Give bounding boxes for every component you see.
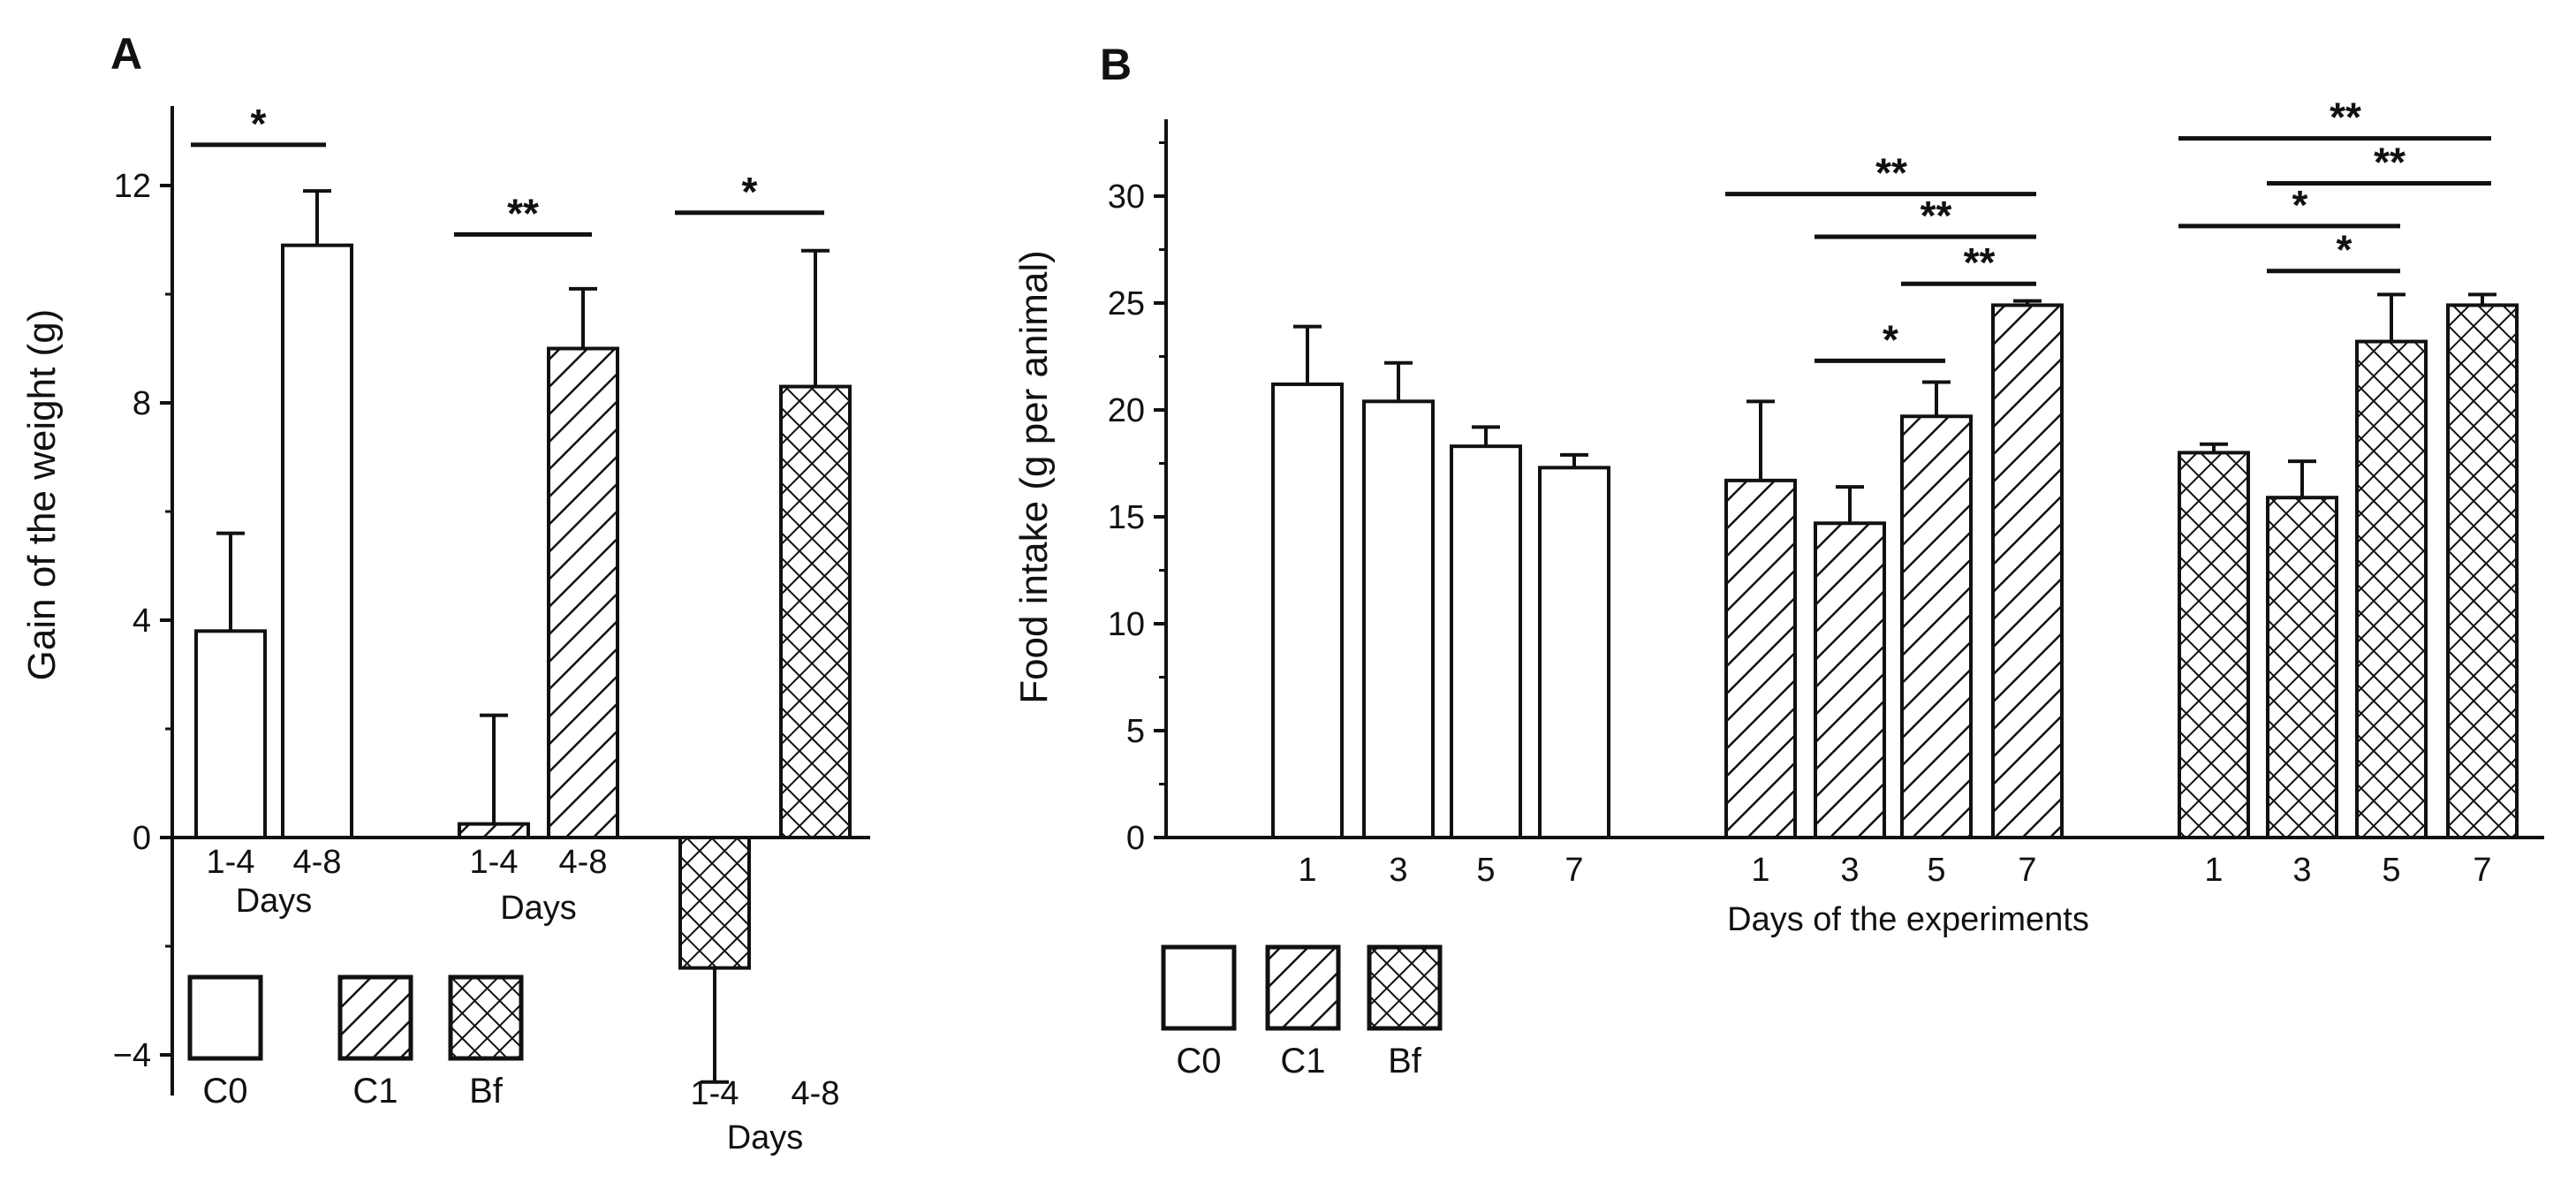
y-tick-label-a: 12	[114, 168, 151, 205]
bar-bf-day-3	[2266, 496, 2338, 839]
y-tick-label-b: 30	[1108, 178, 1145, 216]
bar-c1-1-4	[458, 822, 530, 839]
bar-bf-day-5	[2355, 339, 2428, 839]
x-tick-label-a: 1-4	[207, 844, 255, 881]
y-tick-label-b: 5	[1126, 713, 1145, 750]
bar-bf-4-8	[779, 384, 852, 839]
significance-marker: **	[1875, 150, 1907, 196]
bar-c1-day-7	[1991, 303, 2064, 840]
x-tick-label-b: 5	[1927, 852, 1945, 889]
y-axis-title-b: Food intake (g per animal)	[1012, 250, 1056, 704]
x-tick-label-a: 4-8	[293, 844, 342, 881]
y-tick-label-b: 25	[1108, 285, 1145, 322]
significance-marker: *	[1883, 316, 1898, 362]
x-tick-label-b: 1	[1298, 852, 1316, 889]
x-tick-label-b: 7	[2018, 852, 2036, 889]
legend-swatch-c1	[1265, 944, 1341, 1031]
x-tick-label-b: 3	[1389, 852, 1407, 889]
significance-marker: **	[2374, 139, 2406, 185]
legend-swatch-c0	[187, 974, 263, 1061]
significance-marker: *	[742, 169, 758, 215]
panel-label-b: B	[1100, 40, 1132, 89]
days-label-a: Days	[236, 883, 313, 920]
legend-label-c0: C0	[1176, 1042, 1221, 1080]
x-tick-label-a: 4-8	[792, 1075, 840, 1112]
bar-bf-day-7	[2446, 303, 2519, 840]
significance-marker: **	[2330, 95, 2361, 140]
y-tick-label-b: 0	[1126, 820, 1145, 857]
bar-c0-day-3	[1362, 399, 1435, 839]
significance-marker: *	[251, 101, 267, 147]
legend-label-c1: C1	[352, 1072, 398, 1111]
bar-c0-day-5	[1450, 444, 1522, 839]
bar-bf-day-1	[2178, 451, 2250, 840]
x-tick-label-a: 4-8	[559, 844, 608, 881]
x-tick-label-b: 5	[1476, 852, 1495, 889]
legend-label-c0: C0	[202, 1072, 247, 1111]
y-axis-title-a: Gain of the weight (g)	[20, 309, 64, 681]
bar-c0-4-8	[281, 243, 353, 839]
y-tick-label-a: −4	[113, 1037, 151, 1074]
bar-c0-day-7	[1538, 466, 1610, 840]
legend-swatch-bf	[1367, 944, 1443, 1031]
y-tick-label-b: 15	[1108, 499, 1145, 536]
x-tick-label-a: 1-4	[470, 844, 519, 881]
bar-c0-day-1	[1271, 382, 1344, 839]
y-tick-label-a: 0	[133, 820, 151, 857]
significance-marker: *	[2337, 227, 2352, 273]
bar-c0-1-4	[194, 629, 267, 839]
x-axis-title-b: Days of the experiments	[1727, 901, 2089, 938]
significance-marker: *	[2292, 182, 2308, 228]
significance-marker: **	[1964, 239, 1996, 285]
legend-swatch-bf	[448, 974, 524, 1061]
legend-label-bf: Bf	[1388, 1042, 1422, 1080]
x-tick-label-b: 5	[2382, 852, 2400, 889]
significance-marker: **	[1921, 193, 1952, 239]
legend-swatch-c0	[1161, 944, 1237, 1031]
x-tick-label-a: 1-4	[691, 1075, 739, 1112]
days-label-a: Days	[500, 890, 577, 927]
days-label-a: Days	[727, 1119, 804, 1156]
bar-c1-4-8	[547, 346, 619, 839]
bar-bf-1-4	[678, 836, 751, 970]
bar-c1-day-5	[1900, 414, 1973, 839]
x-tick-label-b: 1	[2204, 852, 2223, 889]
y-tick-label-b: 20	[1108, 392, 1145, 429]
bar-c1-day-3	[1814, 521, 1886, 839]
x-tick-label-b: 3	[1840, 852, 1859, 889]
y-tick-label-b: 10	[1108, 606, 1145, 643]
significance-marker: **	[507, 190, 539, 236]
y-tick-label-a: 4	[133, 603, 151, 640]
legend-label-bf: Bf	[469, 1072, 504, 1111]
y-tick-label-a: 8	[133, 385, 151, 422]
x-tick-label-b: 7	[2473, 852, 2491, 889]
x-tick-label-b: 3	[2292, 852, 2311, 889]
legend-label-c1: C1	[1280, 1042, 1325, 1080]
x-tick-label-b: 7	[1565, 852, 1583, 889]
bar-c1-day-1	[1724, 478, 1797, 839]
x-tick-label-b: 1	[1751, 852, 1769, 889]
panel-label-a: A	[110, 29, 142, 79]
legend-swatch-c1	[337, 974, 413, 1061]
